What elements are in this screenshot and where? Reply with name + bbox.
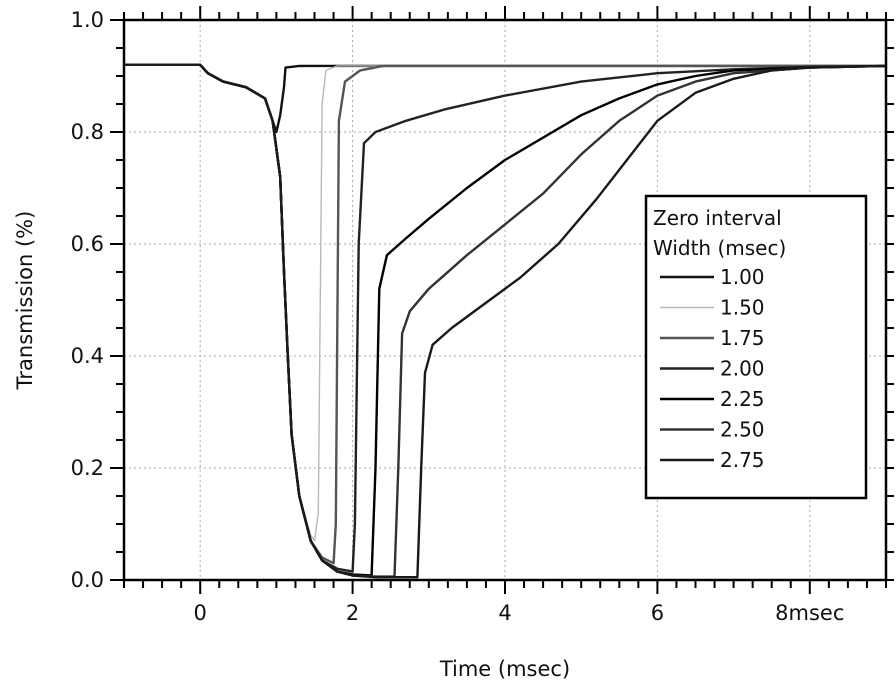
legend: Zero interval Width (msec) 1.00 1.50 1.75 2… [644,194,868,500]
tick-labels: 0 2 4 6 8msec 0.0 0.2 0.4 0.6 0.8 1.0 [71,8,845,625]
legend-label: 1.00 [720,265,765,289]
y-tick-label: 0.8 [71,120,104,144]
legend-title-line2: Width (msec) [653,236,786,260]
x-tick-label: 0 [194,601,207,625]
ticks [110,6,894,594]
legend-label: 1.75 [720,326,765,350]
x-tick-label: 8msec [775,601,844,625]
legend-items: 1.00 1.50 1.75 2.00 2.25 2.50 2.75 [660,265,765,472]
y-tick-label: 1.0 [71,8,104,32]
legend-label: 1.50 [720,296,765,320]
y-tick-label: 0.6 [71,232,104,256]
x-tick-label: 6 [651,601,664,625]
series-group [124,63,887,579]
x-axis-label: Time (msec) [439,657,570,681]
y-tick-label: 0.4 [71,344,104,368]
y-tick-label: 0.0 [71,568,104,592]
legend-title-line1: Zero interval [653,206,782,230]
legend-label: 2.75 [720,448,765,472]
x-tick-label: 2 [346,601,359,625]
legend-box [644,194,868,500]
legend-label: 2.00 [720,357,765,381]
y-axis-label: Transmission (%) [13,211,37,391]
x-tick-label: 4 [498,601,511,625]
y-tick-label: 0.2 [71,456,104,480]
legend-label: 2.50 [720,418,765,442]
series-line-2.75 [124,63,887,579]
legend-label: 2.25 [720,387,765,411]
